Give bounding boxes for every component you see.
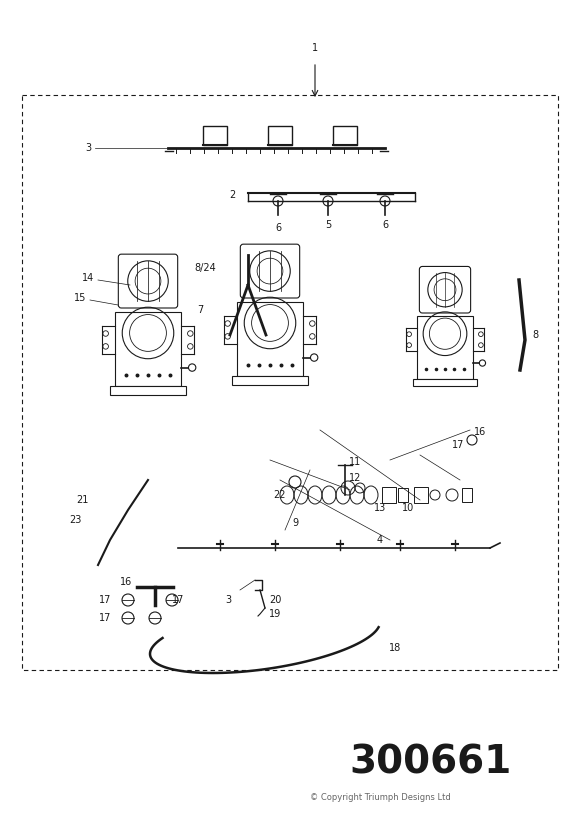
Text: 1: 1 (312, 43, 318, 53)
Text: 19: 19 (269, 609, 281, 619)
Bar (413, 379, 477, 386)
Text: 23: 23 (69, 515, 81, 525)
Bar (382, 487, 396, 503)
Text: 14: 14 (82, 273, 94, 283)
Text: 16: 16 (474, 427, 486, 437)
Text: 16: 16 (120, 577, 132, 587)
Bar (115, 312, 181, 386)
Text: 17: 17 (452, 440, 464, 450)
Text: 21: 21 (76, 495, 88, 505)
Text: 17: 17 (99, 595, 111, 605)
Text: 17: 17 (172, 595, 184, 605)
Bar (203, 126, 227, 145)
Text: 4: 4 (377, 535, 383, 545)
Bar (110, 386, 186, 396)
Text: 12: 12 (349, 473, 361, 483)
Text: 3: 3 (225, 595, 231, 605)
Text: 11: 11 (349, 457, 361, 467)
Bar (232, 376, 308, 385)
Bar (22, 95, 558, 670)
Bar (398, 488, 408, 502)
Text: © Copyright Triumph Designs Ltd: © Copyright Triumph Designs Ltd (310, 794, 451, 803)
Bar (414, 487, 428, 503)
Text: 17: 17 (99, 613, 111, 623)
FancyBboxPatch shape (118, 254, 178, 308)
Text: 6: 6 (382, 220, 388, 230)
Text: 3: 3 (85, 143, 91, 153)
Text: 2: 2 (229, 190, 235, 200)
Bar (237, 302, 303, 376)
Bar (268, 126, 292, 145)
Text: 7: 7 (197, 305, 203, 315)
Text: 10: 10 (402, 503, 414, 513)
Text: 20: 20 (269, 595, 281, 605)
FancyBboxPatch shape (419, 266, 470, 313)
Bar (417, 316, 473, 379)
Bar (333, 126, 357, 145)
Text: 9: 9 (292, 518, 298, 528)
Text: 6: 6 (275, 223, 281, 233)
Text: 5: 5 (325, 220, 331, 230)
Bar (462, 488, 472, 502)
Text: 22: 22 (274, 490, 286, 500)
Text: 300661: 300661 (349, 743, 511, 781)
Text: 8: 8 (532, 330, 538, 340)
Text: 15: 15 (74, 293, 86, 303)
FancyBboxPatch shape (240, 244, 300, 298)
Text: 8/24: 8/24 (194, 263, 216, 273)
Text: 18: 18 (389, 643, 401, 653)
Text: 13: 13 (374, 503, 386, 513)
